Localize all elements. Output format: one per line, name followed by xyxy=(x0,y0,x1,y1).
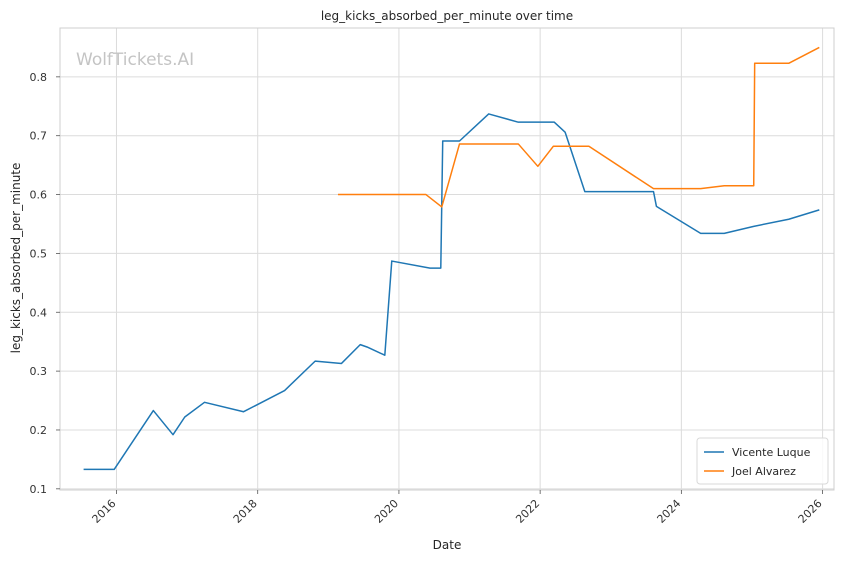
series-line-joel-alvarez xyxy=(337,46,820,208)
y-tick-label: 0.1 xyxy=(30,483,48,496)
y-tick-label: 0.5 xyxy=(30,247,48,260)
chart-title: leg_kicks_absorbed_per_minute over time xyxy=(321,9,573,23)
legend-box xyxy=(696,437,829,485)
watermark: WolfTickets.AI xyxy=(76,50,194,70)
legend-label: Joel Alvarez xyxy=(731,465,796,478)
y-tick-label: 0.4 xyxy=(30,306,48,319)
y-tick-label: 0.8 xyxy=(30,71,48,84)
series-layer xyxy=(83,46,820,471)
y-axis-title: leg_kicks_absorbed_per_minute xyxy=(9,163,23,354)
plot-frame xyxy=(59,27,835,491)
legend-label: Vicente Luque xyxy=(732,446,811,459)
grid-lines xyxy=(60,28,834,490)
y-tick-label: 0.6 xyxy=(30,189,48,202)
y-tick-label: 0.7 xyxy=(30,130,48,143)
x-axis-title: Date xyxy=(433,538,462,552)
legend: Vicente Luque Joel Alvarez xyxy=(696,437,829,485)
y-axis-ticks: 0.1 0.2 0.3 0.4 0.5 0.6 0.7 0.8 xyxy=(30,71,60,496)
y-tick-label: 0.3 xyxy=(30,365,48,378)
y-tick-label: 0.2 xyxy=(30,424,48,437)
series-line-vicente-luque xyxy=(83,113,820,471)
